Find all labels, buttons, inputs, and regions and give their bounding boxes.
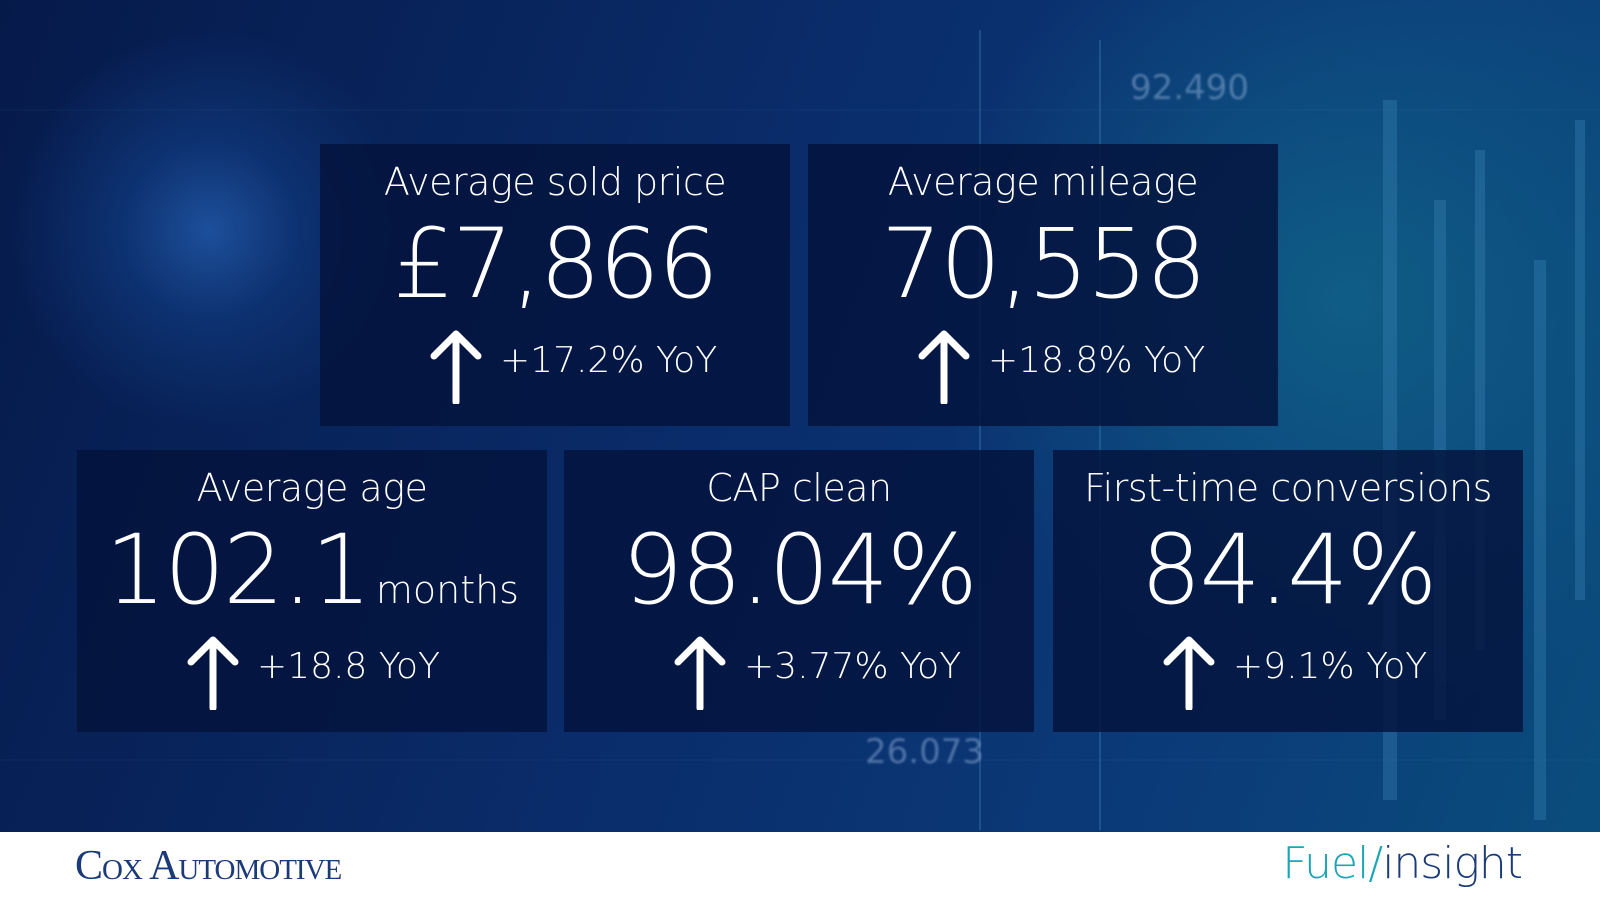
up-arrow	[187, 636, 239, 710]
stat-number: 70,558	[881, 208, 1207, 320]
stat-card: Average age 102.1 months +18.8 YoY	[77, 450, 547, 732]
logo-part: insight	[1382, 838, 1523, 889]
stat-value: 98.04%	[564, 514, 1034, 626]
up-arrow	[674, 636, 726, 710]
stat-value: 84.4%	[1053, 514, 1523, 626]
background-number: 26.073	[865, 732, 984, 772]
up-arrow	[918, 330, 970, 404]
up-arrow	[1163, 636, 1215, 710]
stat-value: £7,866	[320, 208, 790, 320]
stat-number: £7,866	[393, 208, 719, 320]
up-arrow	[430, 330, 482, 404]
stat-number: 84.4%	[1140, 514, 1438, 626]
stat-number: 98.04%	[621, 514, 978, 626]
logo-part: Fuel/	[1282, 838, 1383, 889]
stat-change: +3.77% YoY	[744, 646, 962, 687]
stat-number: 102.1	[105, 514, 372, 626]
stat-change: +18.8 YoY	[257, 646, 440, 687]
stat-card: Average sold price £7,866 +17.2% YoY	[320, 144, 790, 426]
stat-value: 102.1 months	[77, 514, 547, 626]
brand-logo: Cox Automotive	[75, 843, 342, 889]
stat-label: CAP clean	[706, 466, 892, 510]
stat-label: Average mileage	[887, 160, 1199, 204]
stat-card: First-time conversions 84.4% +9.1% YoY	[1053, 450, 1523, 732]
footer: Cox Automotive Fuel/insight	[0, 832, 1600, 900]
background-number: 92.490	[1130, 68, 1249, 108]
stat-label: Average age	[196, 466, 428, 510]
stat-label: First-time conversions	[1084, 466, 1492, 510]
stat-change: +18.8% YoY	[988, 340, 1206, 381]
stat-change: +17.2% YoY	[500, 340, 718, 381]
stat-value: 70,558	[808, 208, 1278, 320]
stat-change: +9.1% YoY	[1233, 646, 1428, 687]
stat-card: Average mileage 70,558 +18.8% YoY	[808, 144, 1278, 426]
stat-card: CAP clean 98.04% +3.77% YoY	[564, 450, 1034, 732]
product-logo: Fuel/insight	[1282, 838, 1523, 889]
stat-unit: months	[375, 568, 519, 612]
stat-label: Average sold price	[383, 160, 727, 204]
